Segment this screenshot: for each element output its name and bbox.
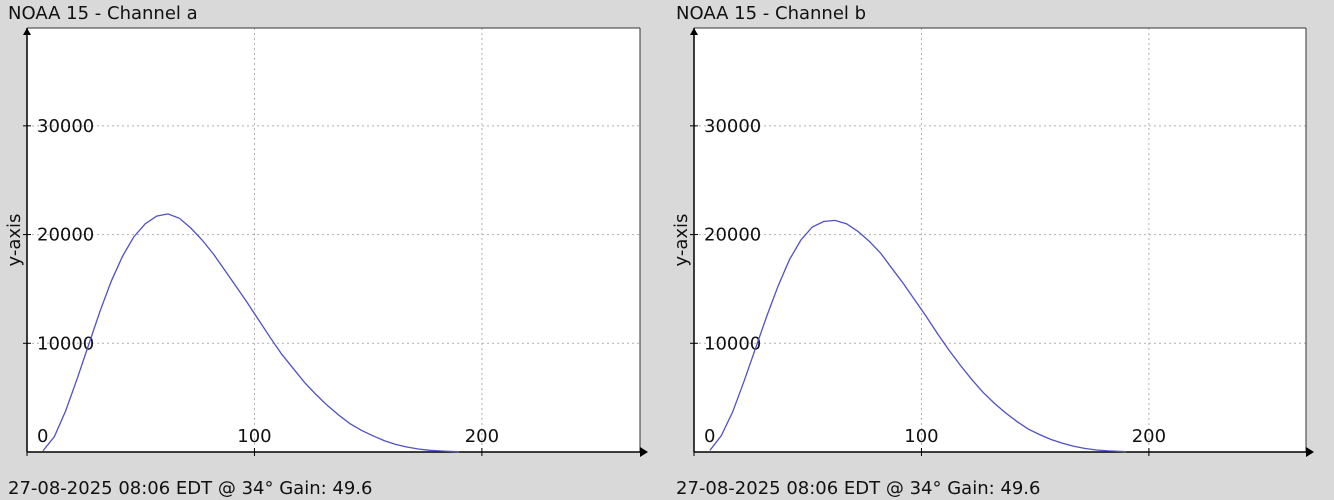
chart-b-y-axis-arrow xyxy=(690,28,698,35)
chart-a-y-tick-label-1: 20000 xyxy=(37,225,94,246)
chart-b-x-axis-arrow xyxy=(1306,447,1314,457)
chart-b-x-tick-label-0: 0 xyxy=(704,426,715,447)
chart-b-y-axis-label: y-axis xyxy=(671,214,692,267)
chart-a-y-tick-label-2: 30000 xyxy=(37,116,94,137)
chart-a-footer: 27-08-2025 08:06 EDT @ 34° Gain: 49.6 xyxy=(8,478,373,499)
chart-a-y-tick-label-0: 10000 xyxy=(37,333,94,354)
chart-a-series-line-0 xyxy=(42,213,460,453)
chart-b-footer: 27-08-2025 08:06 EDT @ 34° Gain: 49.6 xyxy=(676,478,1041,499)
chart-b-x-tick-label-2: 200 xyxy=(1132,426,1166,447)
chart-b-x-tick-label-1: 100 xyxy=(904,426,938,447)
chart-a-y-axis-arrow xyxy=(23,28,31,35)
chart-b-y-tick-label-2: 30000 xyxy=(704,116,761,137)
chart-a-title: NOAA 15 - Channel a xyxy=(8,3,198,24)
chart-a-x-axis-arrow xyxy=(640,447,648,457)
chart-b-series-line-0 xyxy=(709,219,1127,453)
chart-b-plot-area xyxy=(694,28,1306,452)
chart-a-plot-area xyxy=(27,28,640,452)
chart-a-x-tick-label-1: 100 xyxy=(237,426,271,447)
chart-a-y-axis-label: y-axis xyxy=(4,214,25,267)
chart-b-y-tick-label-0: 10000 xyxy=(704,333,761,354)
chart-b-title: NOAA 15 - Channel b xyxy=(676,3,867,24)
chart-a-x-tick-label-2: 200 xyxy=(465,426,499,447)
chart-b-y-tick-label-1: 20000 xyxy=(704,225,761,246)
chart-a-x-tick-label-0: 0 xyxy=(37,426,48,447)
